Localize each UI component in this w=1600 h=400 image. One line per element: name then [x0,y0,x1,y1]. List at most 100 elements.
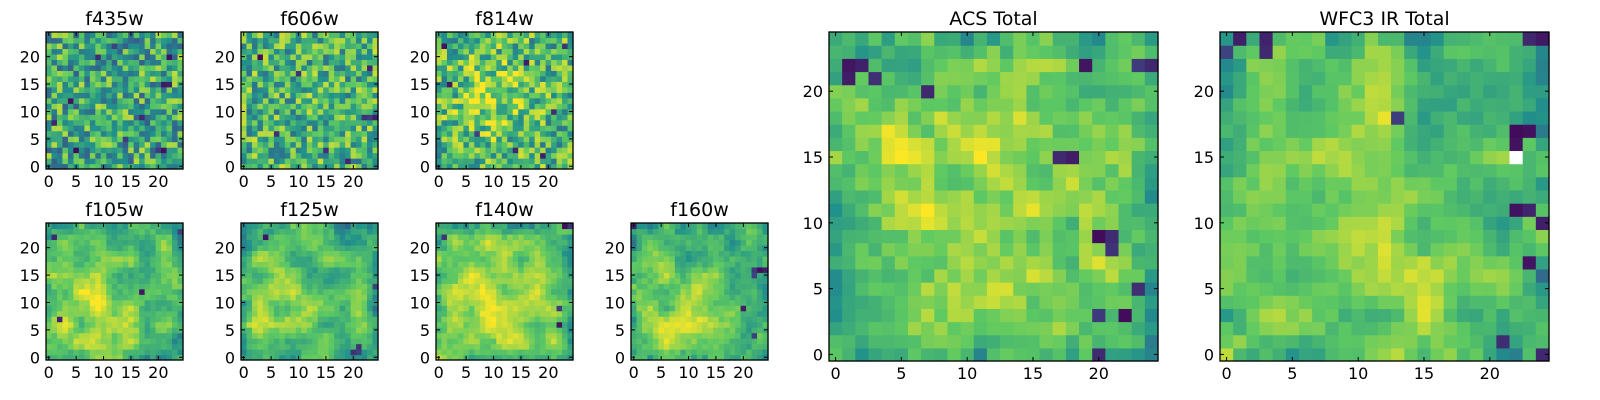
heatmap-cell [529,266,536,273]
x-tick-label: 0 [629,363,639,382]
heatmap-cell [100,299,107,306]
heatmap-cell [56,228,64,235]
heatmap-cell [100,316,107,323]
heatmap-cell [1092,321,1106,336]
heatmap-cell [1131,282,1146,296]
heatmap-cell [556,266,563,273]
heatmap-cell [356,86,363,93]
heatmap-cell [636,294,643,301]
heatmap-cell [529,48,536,55]
heatmap-cell [436,321,443,328]
heatmap-cell [328,136,335,143]
heatmap-cell [284,125,291,132]
heatmap-cell [751,261,758,268]
heatmap-cell [301,294,308,301]
heatmap-cell [139,250,146,257]
heatmap-cell [562,244,569,251]
heatmap-cell [551,288,558,295]
heatmap-cell [246,288,253,295]
heatmap-cell [367,316,374,323]
heatmap-cell [674,223,681,230]
heatmap-cell [356,277,363,284]
heatmap-cell [934,308,949,323]
heatmap-cell [150,103,157,110]
heatmap-cell [556,349,563,356]
heatmap-cell [122,294,129,301]
y-tick-label: 20 [410,48,430,67]
heatmap-cell [986,295,1001,309]
heatmap-cell [523,233,530,241]
heatmap-cell [273,42,280,50]
heatmap-cell [680,354,687,361]
heatmap-cell [702,223,709,230]
heatmap-cell [117,266,124,273]
heatmap-cell [128,81,135,88]
heatmap-cell [262,64,269,71]
heatmap-cell [973,321,988,336]
heatmap-cell [523,136,530,143]
heatmap-cell [663,299,670,306]
heatmap-cell [567,158,574,165]
heatmap-cell [485,141,492,148]
heatmap-cell [73,321,80,328]
heatmap-cell [166,64,173,71]
heatmap-cell [323,92,330,99]
heatmap-cell [350,81,357,88]
heatmap-cell [78,37,85,44]
heatmap-cell [446,53,454,60]
heatmap-cell [479,272,486,279]
heatmap-cell [106,119,113,126]
heatmap-cell [436,283,443,290]
heatmap-cell [144,277,151,284]
heatmap-cell [251,338,259,345]
heatmap-cell [284,321,291,328]
heatmap-cell [562,310,569,317]
heatmap-cell [155,332,162,339]
heatmap-cell [334,338,341,345]
heatmap-cell [323,239,330,246]
heatmap-cell [262,152,269,159]
heatmap-cell [468,349,475,356]
heatmap-cell [567,114,574,121]
heatmap-cell [973,255,988,270]
heatmap-cell [339,119,346,126]
heatmap-cell [551,53,558,60]
heatmap-cell [111,233,118,241]
heatmap-cell [367,277,374,284]
heatmap-cell [868,242,883,257]
heatmap-cell [372,288,379,295]
heatmap-cell [262,53,269,60]
heatmap-cell [501,250,508,257]
heatmap-cell [67,305,74,312]
heatmap-cell [490,244,497,251]
heatmap-cell [631,349,638,356]
heatmap-cell [356,37,363,44]
heatmap-cell [534,37,541,44]
heatmap-cell [468,70,475,77]
y-tick-label: 0 [615,348,625,367]
heatmap-cell [117,261,124,268]
heatmap-cell [144,48,151,55]
heatmap-cell [757,316,764,323]
heatmap-cell [290,158,297,165]
heatmap-cell [334,158,341,165]
heatmap-cell [751,288,758,295]
heatmap-cell [1039,282,1054,296]
heatmap-cell [540,354,547,361]
heatmap-cell [257,81,264,88]
heatmap-cell [685,299,692,306]
heatmap-cell [947,229,962,244]
heatmap-cell [463,136,470,143]
heatmap-cell [350,228,357,235]
heatmap-cell [133,294,140,301]
heatmap-cell [78,152,85,159]
heatmap-cell [150,321,157,328]
heatmap-cell [713,283,720,290]
heatmap-cell [501,327,508,334]
heatmap-cell [446,321,454,328]
heatmap-cell [636,327,643,334]
heatmap-cell [934,347,949,362]
heatmap-cell [1144,203,1159,217]
heatmap-cell [529,244,536,251]
heatmap-cell [367,250,374,257]
